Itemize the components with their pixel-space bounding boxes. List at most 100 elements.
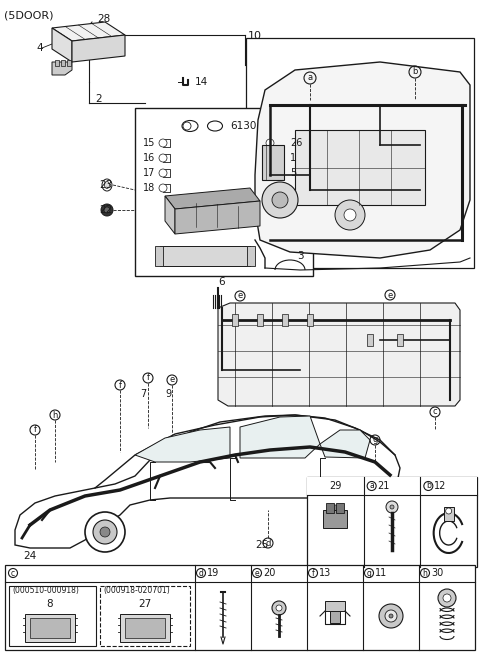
Text: 29: 29 [329, 481, 342, 491]
Bar [325, 601, 345, 611]
Text: 30: 30 [431, 568, 443, 578]
Text: e: e [255, 569, 259, 578]
Circle shape [159, 169, 167, 177]
Text: 18: 18 [143, 183, 155, 193]
Bar [324, 510, 348, 528]
Bar [155, 246, 163, 266]
Bar [282, 314, 288, 326]
Polygon shape [72, 35, 125, 62]
Text: 12: 12 [434, 481, 447, 491]
Text: 11: 11 [375, 568, 387, 578]
Polygon shape [52, 22, 125, 41]
Text: f: f [146, 373, 149, 383]
Text: e: e [169, 375, 175, 384]
Bar [100, 586, 190, 646]
Ellipse shape [264, 169, 276, 177]
Bar [295, 130, 425, 205]
Text: c: c [11, 569, 15, 578]
Polygon shape [15, 415, 400, 548]
Ellipse shape [102, 179, 112, 191]
Bar [232, 314, 238, 326]
Bar [120, 614, 170, 642]
Text: (000510-000918): (000510-000918) [12, 586, 79, 595]
Bar [55, 60, 59, 66]
Text: 20: 20 [263, 568, 276, 578]
Circle shape [159, 184, 167, 192]
Polygon shape [165, 196, 175, 234]
Circle shape [159, 139, 167, 147]
Circle shape [101, 204, 113, 216]
Text: d: d [265, 538, 271, 548]
Circle shape [344, 209, 356, 221]
Circle shape [330, 505, 340, 515]
Text: 26: 26 [290, 138, 302, 148]
Bar [9, 586, 96, 646]
Text: 10: 10 [248, 31, 262, 41]
Bar [367, 334, 373, 346]
Bar [330, 611, 340, 623]
Circle shape [265, 153, 275, 163]
Text: 4: 4 [36, 43, 43, 53]
Bar [61, 60, 65, 66]
Circle shape [386, 501, 398, 513]
Polygon shape [320, 430, 370, 458]
Text: 9: 9 [165, 389, 171, 399]
Text: g: g [367, 569, 372, 578]
Text: 17: 17 [143, 168, 156, 178]
Ellipse shape [105, 181, 109, 189]
Bar [326, 503, 335, 513]
Text: c: c [432, 407, 437, 417]
Text: h: h [422, 569, 427, 578]
Bar [125, 618, 165, 638]
Text: 6: 6 [218, 277, 225, 287]
Polygon shape [165, 188, 260, 209]
Circle shape [385, 610, 397, 622]
Bar [135, 108, 313, 276]
Text: 5: 5 [290, 168, 296, 178]
Circle shape [335, 200, 365, 230]
Text: 13: 13 [319, 568, 331, 578]
Text: b: b [412, 67, 418, 77]
Text: 22: 22 [99, 205, 112, 215]
Text: 15: 15 [143, 138, 156, 148]
Bar [336, 503, 344, 513]
Text: 19: 19 [207, 568, 219, 578]
Text: b: b [426, 481, 431, 491]
Text: 16: 16 [143, 153, 155, 163]
Bar [397, 334, 403, 346]
Polygon shape [218, 303, 460, 406]
Circle shape [85, 512, 125, 552]
Circle shape [93, 520, 117, 544]
Text: a: a [307, 73, 312, 83]
Text: 7: 7 [140, 389, 146, 399]
Text: h: h [52, 411, 58, 419]
Circle shape [443, 594, 451, 602]
Polygon shape [175, 201, 260, 234]
Bar [247, 246, 255, 266]
Text: e: e [387, 291, 393, 299]
Bar [257, 314, 263, 326]
Ellipse shape [182, 121, 198, 132]
Bar [444, 507, 454, 521]
Text: 2: 2 [95, 94, 102, 104]
Bar [246, 38, 474, 268]
Circle shape [438, 589, 456, 607]
Circle shape [104, 207, 110, 213]
Bar [307, 477, 477, 567]
Text: 28: 28 [97, 14, 110, 24]
Circle shape [379, 604, 403, 628]
Bar [25, 614, 75, 642]
Bar [30, 618, 70, 638]
Text: f: f [119, 381, 121, 390]
Text: 6130: 6130 [230, 121, 256, 131]
Circle shape [262, 182, 298, 218]
Circle shape [266, 139, 274, 147]
Circle shape [100, 527, 110, 537]
Text: f: f [312, 569, 314, 578]
Polygon shape [135, 427, 230, 462]
Polygon shape [240, 416, 320, 458]
Bar [262, 145, 284, 180]
Bar [67, 60, 71, 66]
Text: (000918-020701): (000918-020701) [103, 586, 170, 595]
Polygon shape [52, 28, 72, 62]
